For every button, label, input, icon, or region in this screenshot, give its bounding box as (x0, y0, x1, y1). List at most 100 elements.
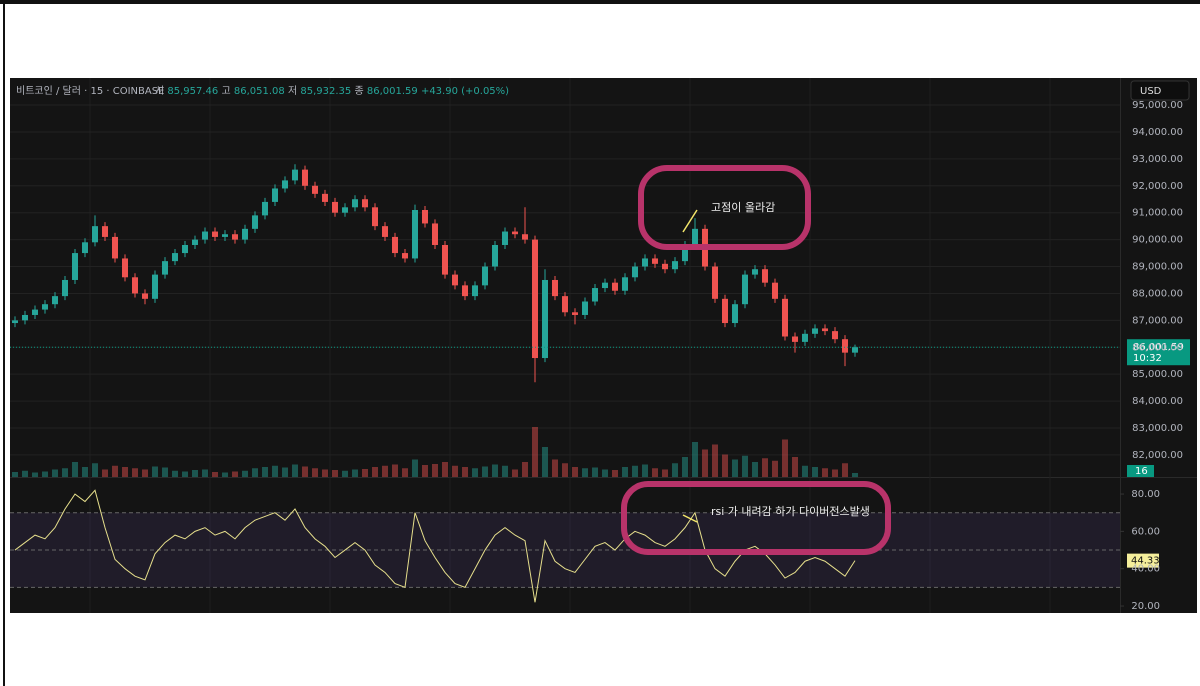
volume-bar (112, 465, 118, 477)
volume-bar (782, 439, 788, 477)
candle-body (112, 236, 118, 259)
volume-box (1127, 465, 1154, 477)
candle-body (852, 347, 858, 353)
candle-body (252, 215, 258, 229)
candle-body (522, 234, 528, 240)
candle-body (762, 269, 768, 283)
volume-bar (742, 455, 748, 477)
volume-bar (552, 459, 558, 477)
volume-bar (562, 463, 568, 477)
volume-bar (442, 462, 448, 477)
volume-bar (482, 466, 488, 477)
candle-body (532, 239, 538, 359)
candle-body (262, 201, 268, 216)
volume-bar (382, 465, 388, 477)
volume-bar (342, 470, 348, 477)
candle-body (272, 188, 278, 202)
candle-body (382, 226, 388, 237)
volume-bar (362, 469, 368, 477)
annotation: 고점이 올라감 (711, 201, 775, 214)
volume-bar (592, 467, 598, 477)
ohlc-value: 85,957.46 (167, 86, 218, 97)
volume-bar (792, 457, 798, 477)
volume-bar (22, 470, 28, 477)
volume-bar (282, 467, 288, 477)
ohlc-value: 85,932.35 (300, 86, 351, 97)
candle-body (32, 309, 38, 315)
volume-bar (522, 462, 528, 477)
candle-body (122, 258, 128, 278)
y2-tick-label: 60.00 (1131, 526, 1160, 537)
candle-body (492, 244, 498, 267)
candle-body (222, 234, 228, 237)
candle-body (82, 242, 88, 254)
ohlc-value: 86,001.59 (367, 86, 418, 97)
chart-panel (10, 78, 1197, 613)
volume-bar (392, 464, 398, 477)
candle-body (772, 282, 778, 299)
candle-body (652, 258, 658, 264)
candle-body (572, 312, 578, 315)
volume-bar (682, 457, 688, 477)
volume-bar (72, 462, 78, 477)
volume-bar (532, 427, 538, 477)
volume-bar (492, 464, 498, 477)
candle-body (132, 277, 138, 294)
y-tick-label: 93,000.00 (1132, 154, 1183, 165)
candle-body (642, 258, 648, 267)
volume-bar (52, 469, 58, 477)
candle-body (352, 199, 358, 208)
candle-body (552, 279, 558, 297)
candle-body (442, 244, 448, 275)
candle-body (472, 285, 478, 297)
volume-bar (192, 470, 198, 477)
y-tick-label: 86,000.00 (1132, 342, 1183, 353)
candle-body (72, 253, 78, 280)
top-border (0, 0, 1200, 4)
candle-body (42, 304, 48, 310)
volume-bar (352, 469, 358, 477)
candle-body (422, 210, 428, 224)
volume-bar (132, 468, 138, 477)
ohlc-value: 86,051.08 (234, 86, 285, 97)
y-tick-label: 88,000.00 (1132, 288, 1183, 299)
volume-bar (572, 467, 578, 477)
volume-bar (652, 468, 658, 477)
volume-bar (432, 464, 438, 477)
volume-bar (402, 468, 408, 477)
trend-line (682, 209, 698, 233)
left-border (3, 0, 5, 686)
candle-body (692, 228, 698, 245)
y-tick-label: 84,000.00 (1132, 396, 1183, 407)
candle-body (502, 231, 508, 245)
candle-body (542, 279, 548, 359)
candle-body (202, 231, 208, 240)
ohlc: 시 85,957.46 고 86,051.08 저 85,932.35 종 86… (155, 85, 509, 97)
volume-bar (612, 470, 618, 477)
candle-body (482, 266, 488, 286)
symbol: 비트코인 / 달러 · 15 · COINBASE (16, 85, 164, 97)
volume-bar (122, 467, 128, 477)
candle-body (282, 180, 288, 189)
volume-bar (62, 468, 68, 477)
volume-bar (82, 467, 88, 477)
candle-body (792, 336, 798, 342)
candle-body (662, 263, 668, 270)
y-tick-label: 82,000.00 (1132, 450, 1183, 461)
last-price-box (1127, 339, 1190, 366)
volume-bar (222, 472, 228, 477)
volume-bar (752, 462, 758, 477)
candle-body (822, 328, 828, 332)
currency[interactable]: USD (1140, 86, 1162, 97)
candle-body (802, 333, 808, 342)
volume-bar (512, 469, 518, 477)
candle-body (312, 185, 318, 194)
volume-bar (292, 464, 298, 477)
currency-button[interactable] (1130, 80, 1190, 101)
ohlc-label: 시 (155, 85, 164, 97)
candle-body (682, 244, 688, 262)
volume-bar (422, 465, 428, 477)
countdown: 10:32 (1133, 353, 1162, 364)
candle-body (672, 261, 678, 270)
candle-body (612, 282, 618, 291)
